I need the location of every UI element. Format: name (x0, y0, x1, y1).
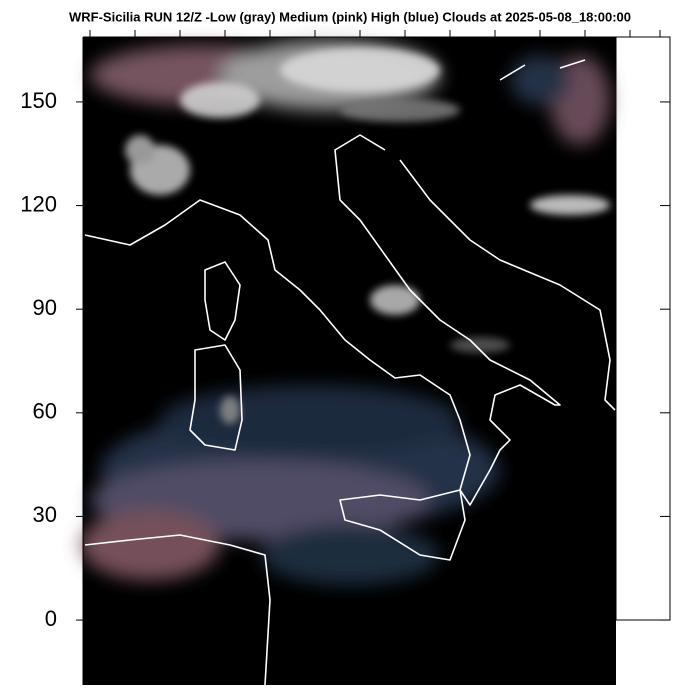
y-tick-label: 30 (33, 502, 57, 527)
coastline (84, 59, 616, 686)
y-tick-label: 60 (33, 399, 57, 424)
y-tick-label: 150 (20, 88, 57, 113)
top-ticks (89, 30, 661, 37)
frame (615, 36, 671, 621)
y-tick-label: 90 (33, 295, 57, 320)
chart-title: WRF-Sicilia RUN 12/Z -Low (gray) Medium … (69, 9, 631, 24)
y-tick-label: 120 (20, 191, 57, 216)
clouds (80, 40, 610, 585)
y-tick-label: 0 (45, 606, 57, 631)
map-background (83, 37, 616, 685)
